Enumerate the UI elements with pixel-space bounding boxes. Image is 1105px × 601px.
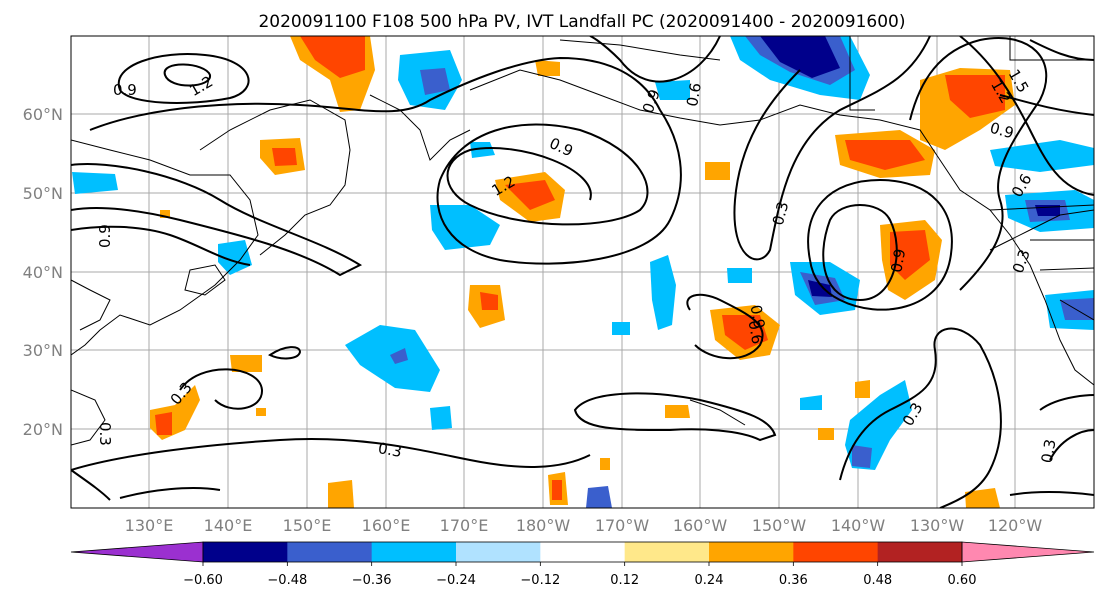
lon-label: 170°E	[440, 516, 489, 535]
colorbar-extend-high	[961, 541, 1095, 563]
colorbar-segment	[456, 542, 541, 562]
graticule	[71, 36, 1094, 508]
colorbar: −0.60 −0.48 −0.36 −0.24 −0.12 0.12 0.24 0.36 0.4…	[70, 541, 1095, 588]
colorbar-segment	[877, 542, 963, 562]
lon-label: 140°W	[831, 516, 886, 535]
colorbar-tick-label: −0.36	[352, 573, 392, 588]
contour-label: 0.9	[113, 81, 137, 99]
colorbar-border	[202, 541, 963, 563]
map-title: 2020091100 F108 500 hPa PV, IVT Landfall…	[258, 12, 905, 32]
lat-label: 20°N	[23, 420, 63, 439]
colorbar-segment	[540, 542, 626, 562]
latitude-labels: 60°N 50°N 40°N 30°N 20°N	[23, 105, 63, 439]
colorbar-tick-label: −0.48	[267, 573, 307, 588]
colorbar-segment	[624, 542, 710, 562]
contour-label: 0.9	[887, 247, 909, 274]
lat-label: 30°N	[23, 341, 63, 360]
lon-label: 120°W	[988, 516, 1043, 535]
lat-label: 40°N	[23, 263, 63, 282]
coastlines	[71, 39, 1094, 446]
contour-label: 0.9	[988, 119, 1016, 143]
colorbar-segment	[371, 542, 457, 562]
contour-label: 0.3	[377, 439, 404, 461]
lon-label: 130°W	[910, 516, 965, 535]
colorbar-tick-label: −0.24	[436, 573, 476, 588]
colorbar-tick-label: 0.12	[610, 573, 639, 588]
lon-label: 130°E	[125, 516, 174, 535]
contour-label: 0.3	[96, 422, 114, 446]
lat-label: 60°N	[23, 105, 63, 124]
pv-shading	[72, 36, 1094, 508]
political-borders	[849, 36, 1094, 321]
colorbar-extend-low	[70, 541, 204, 563]
colorbar-segment	[287, 542, 373, 562]
contour-label: 0.3	[1038, 438, 1060, 465]
lon-label: 180°W	[516, 516, 571, 535]
colorbar-tick-label: 0.48	[863, 573, 892, 588]
contour-label: 0.9	[96, 224, 114, 248]
lon-label: 170°W	[595, 516, 650, 535]
colorbar-segment	[203, 542, 288, 562]
colorbar-tick-label: 0.60	[948, 573, 977, 588]
longitude-labels: 130°E 140°E 150°E 160°E 170°E 180°W 170°…	[125, 516, 1043, 535]
contour-label: 0.9	[747, 303, 769, 330]
lon-label: 160°W	[673, 516, 728, 535]
colorbar-tick-label: 0.24	[695, 573, 724, 588]
lon-label: 140°E	[204, 516, 253, 535]
map-frame	[70, 35, 1095, 509]
colorbar-segment	[709, 542, 794, 562]
lon-label: 160°E	[362, 516, 411, 535]
contour-label: 0.3	[769, 200, 793, 228]
contour-label: 0.6	[683, 81, 705, 108]
colorbar-tick-label: −0.60	[183, 573, 223, 588]
lon-label: 150°E	[283, 516, 332, 535]
colorbar-tick-label: 0.36	[779, 573, 808, 588]
pv-contours	[71, 36, 1094, 508]
colorbar-segment	[793, 542, 879, 562]
lat-label: 50°N	[23, 184, 63, 203]
colorbar-tick-label: −0.12	[520, 573, 560, 588]
contour-label: 0.6	[745, 319, 767, 346]
lon-label: 150°W	[752, 516, 807, 535]
